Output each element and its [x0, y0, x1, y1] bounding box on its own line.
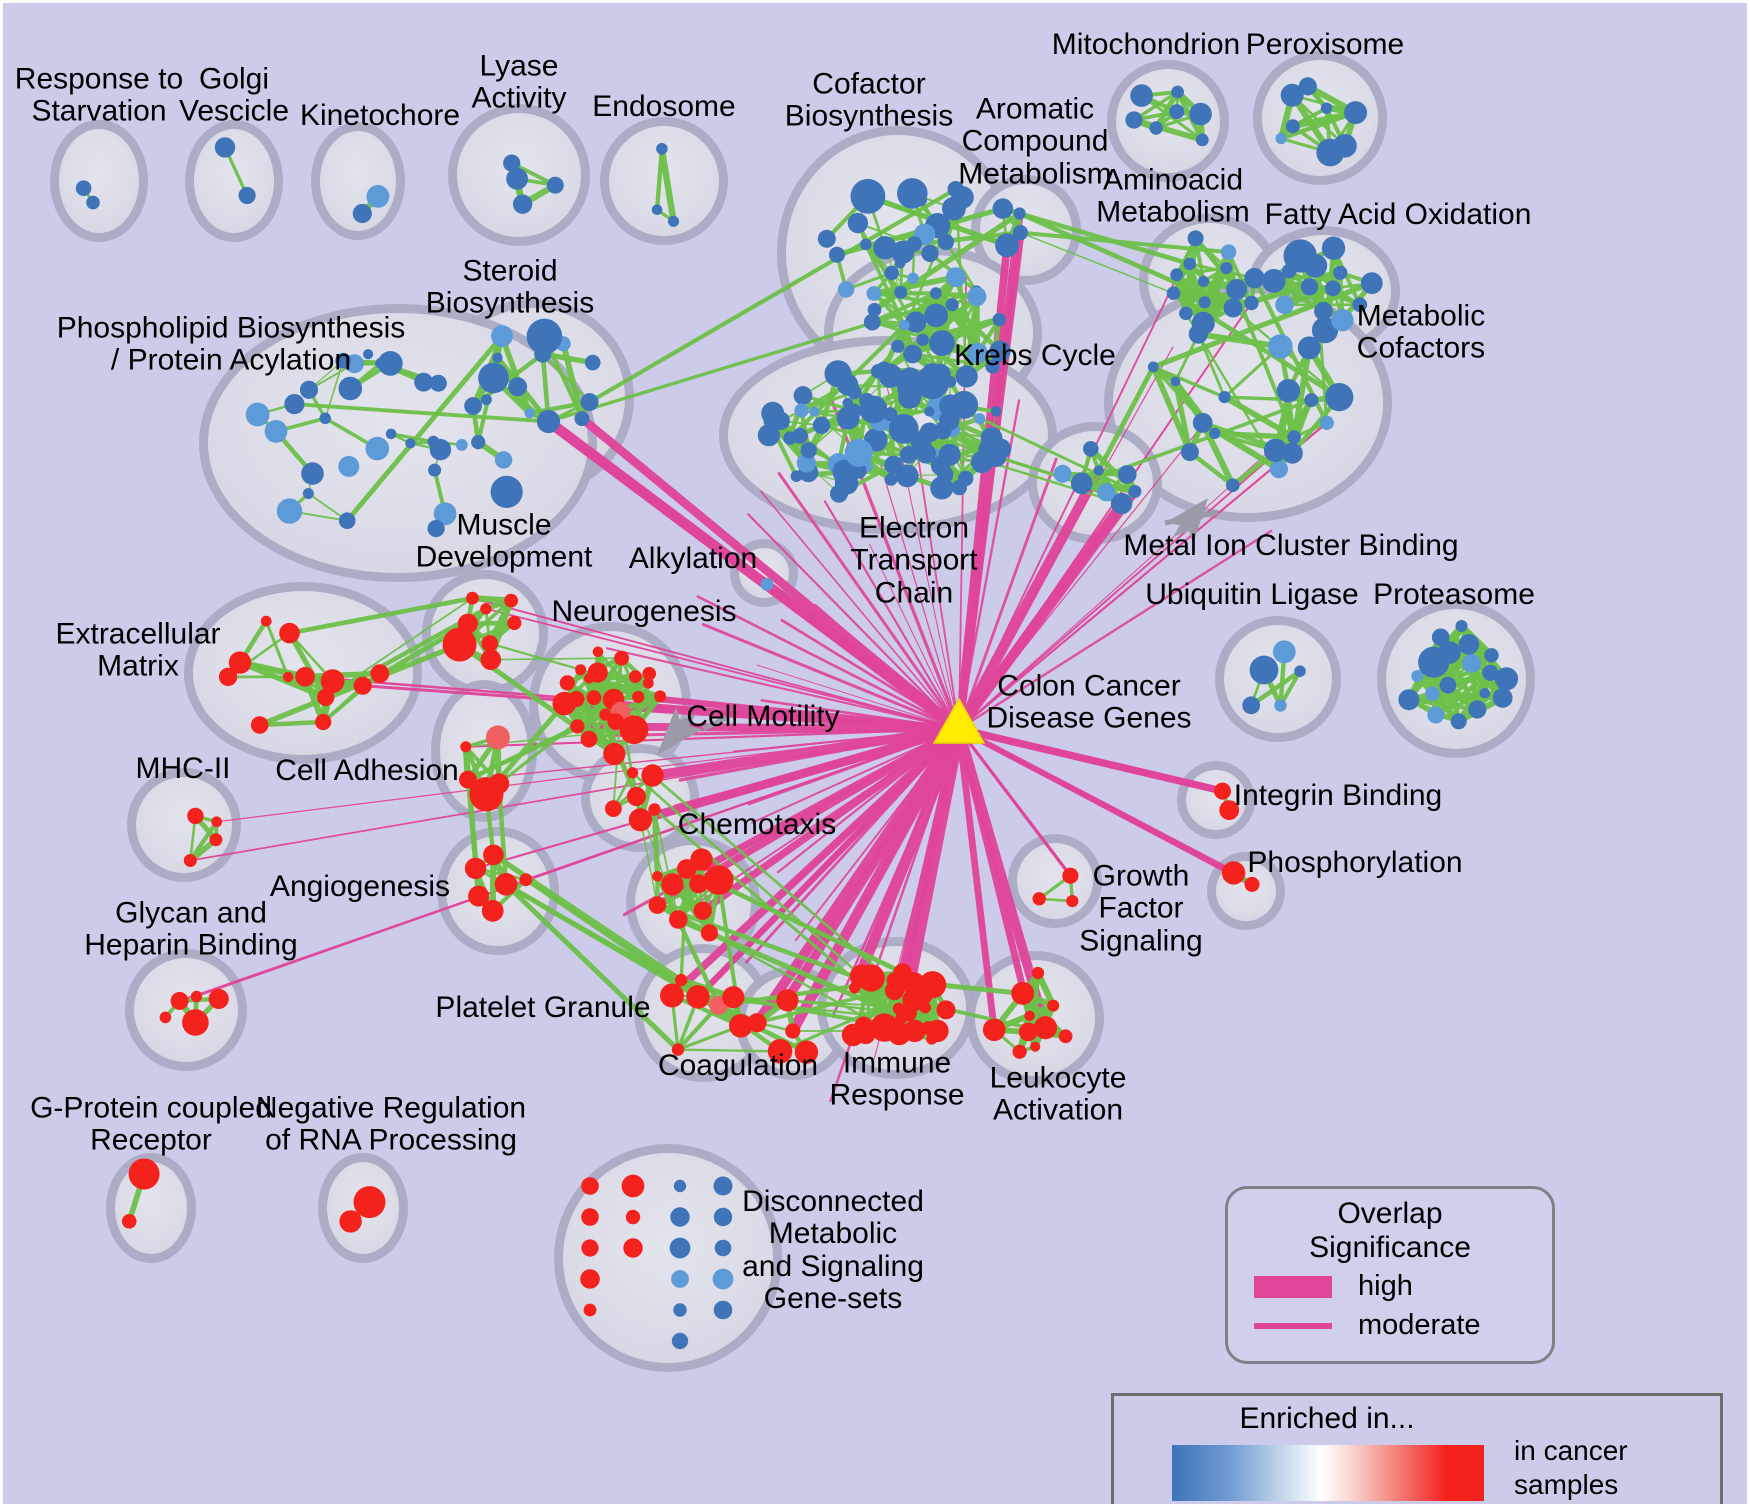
overlap-legend-title: Overlap Significance	[1228, 1197, 1552, 1264]
high-significance-label: high	[1358, 1270, 1413, 1303]
legend-row-high: high	[1228, 1270, 1552, 1303]
enrichment-legend-title: Enriched in...	[1239, 1402, 1415, 1435]
gene-set-nodes	[75, 77, 1519, 1350]
enrichment-colorbar-legend: Enriched in... Down Up in cancer samples…	[1111, 1393, 1723, 1504]
hub-edges-pink	[178, 209, 1328, 1102]
pointer-arrows	[657, 498, 1219, 755]
legend-row-moderate: moderate	[1228, 1309, 1552, 1342]
moderate-significance-label: moderate	[1358, 1309, 1481, 1342]
overlap-significance-legend: Overlap Significance high moderate	[1225, 1186, 1555, 1364]
moderate-significance-swatch	[1254, 1322, 1332, 1329]
enrichment-side-label: in cancer samples vs. controls	[1514, 1435, 1656, 1504]
overlap-legend-title-text: Overlap Significance	[1309, 1197, 1471, 1264]
hub-node-colon-cancer-disease-genes[interactable]	[932, 697, 986, 744]
network-canvas	[50, 51, 1535, 1372]
enrichment-gradient-bar	[1172, 1445, 1484, 1501]
high-significance-swatch	[1254, 1275, 1332, 1298]
